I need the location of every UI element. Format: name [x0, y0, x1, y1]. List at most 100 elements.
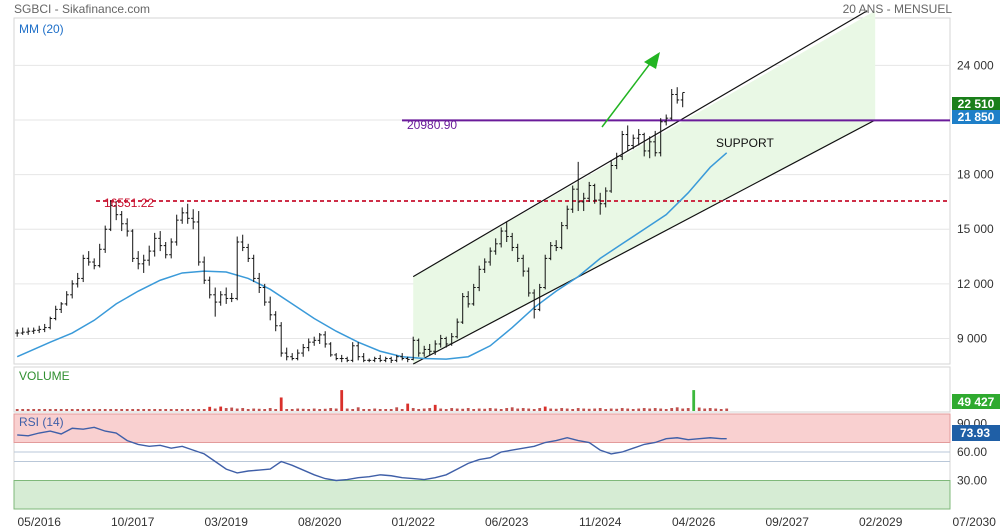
x-tick-label: 09/2027	[766, 515, 810, 529]
volume-bar	[593, 408, 597, 411]
volume-bar	[664, 409, 668, 411]
volume-bar	[697, 407, 701, 411]
volume-bar	[532, 409, 536, 411]
channel-upper-line	[412, 10, 868, 278]
volume-bar	[450, 408, 454, 411]
channel-lower-line	[412, 119, 876, 365]
volume-bar	[367, 409, 371, 411]
volume-bar	[373, 408, 377, 411]
volume-bar	[417, 409, 421, 411]
volume-bar	[433, 404, 437, 411]
rsi-tick-label: 30.00	[957, 474, 987, 488]
volume-bar	[70, 409, 74, 411]
volume-bar	[241, 408, 245, 411]
rsi-label: RSI (14)	[19, 415, 64, 429]
volume-bar	[439, 408, 443, 411]
ohlc-bars	[15, 87, 685, 363]
volume-bar	[197, 409, 201, 411]
price-tick-label: 9 000	[957, 332, 987, 346]
volume-bar	[598, 408, 602, 411]
volume-bar	[32, 409, 36, 411]
volume-bar	[224, 408, 228, 411]
x-tick-label: 03/2019	[205, 515, 249, 529]
volume-bar	[455, 408, 459, 411]
volume-bar	[406, 403, 410, 411]
volume-bar	[483, 408, 487, 411]
price-tick-label: 15 000	[957, 222, 994, 236]
rsi-value: 73.93	[960, 426, 990, 440]
volume-bar	[219, 406, 223, 411]
volume-bar	[576, 408, 580, 411]
volume-bar	[389, 409, 393, 411]
volume-bar	[125, 409, 129, 411]
volume-bar	[21, 409, 25, 411]
volume-bar	[472, 409, 476, 411]
volume-bar	[340, 390, 344, 411]
volume-bar	[191, 409, 195, 411]
x-tick-label: 06/2023	[485, 515, 529, 529]
volume-bar	[334, 408, 338, 411]
volume-bar	[202, 409, 206, 411]
rsi-overbought-zone	[13, 413, 951, 443]
volume-bar	[543, 406, 547, 411]
ma20-line	[16, 152, 728, 360]
volume-bar	[246, 409, 250, 411]
volume-bar	[670, 408, 674, 411]
price-tick-label: 18 000	[957, 168, 994, 182]
volume-bar	[142, 409, 146, 411]
volume-bar	[296, 408, 300, 411]
volume-bar	[675, 407, 679, 411]
support-value-label: 20980.90	[407, 118, 457, 132]
last-price-badge: 22 510	[952, 97, 1000, 111]
volume-bar	[411, 408, 415, 411]
volume-bar	[395, 407, 399, 411]
volume-bar	[719, 409, 723, 411]
trend-arrow-line	[601, 60, 653, 128]
x-tick-label: 11/2024	[579, 515, 622, 529]
volume-bar	[714, 408, 718, 411]
support-label: SUPPORT	[716, 136, 774, 150]
volume-bar	[213, 408, 217, 411]
support-resistance-lines	[96, 52, 950, 202]
volume-bar	[208, 406, 212, 411]
last-price-value: 22 510	[958, 97, 995, 111]
volume-bar	[362, 409, 366, 411]
volume-bar	[554, 408, 558, 411]
volume-bar	[692, 390, 696, 411]
volume-bar	[681, 408, 685, 411]
volume-bar	[703, 408, 707, 411]
volume-bar	[109, 409, 113, 411]
volume-bar	[516, 408, 520, 411]
volume-bar	[686, 408, 690, 411]
volume-bar	[268, 408, 272, 411]
volume-bar	[725, 408, 729, 411]
volume-bar	[279, 397, 283, 411]
volume-bar	[312, 408, 316, 411]
volume-bar	[318, 409, 322, 411]
volume-bar	[48, 409, 52, 411]
volume-bar	[505, 408, 509, 411]
volume-bar	[230, 407, 234, 411]
volume-bar	[15, 409, 19, 411]
volume-bar	[356, 407, 360, 411]
volume-bar	[92, 409, 96, 411]
volume-bar	[549, 408, 553, 411]
volume-label: VOLUME	[19, 369, 70, 383]
volume-bar	[43, 409, 47, 411]
volume-bar	[290, 409, 294, 411]
volume-bar	[257, 408, 261, 411]
volume-bar	[626, 408, 630, 411]
volume-bar	[120, 409, 124, 411]
volume-bar	[384, 409, 388, 411]
volume-panel	[13, 366, 951, 413]
volume-bar	[659, 408, 663, 411]
x-tick-label: 10/2017	[111, 515, 155, 529]
x-tick-label: 02/2029	[859, 515, 903, 529]
price-tick-label: 24 000	[957, 58, 994, 72]
x-tick-label: 07/2030	[953, 515, 997, 529]
volume-bar	[76, 409, 80, 411]
volume-bar	[114, 409, 118, 411]
volume-bar	[81, 409, 85, 411]
volume-bar	[422, 408, 426, 411]
